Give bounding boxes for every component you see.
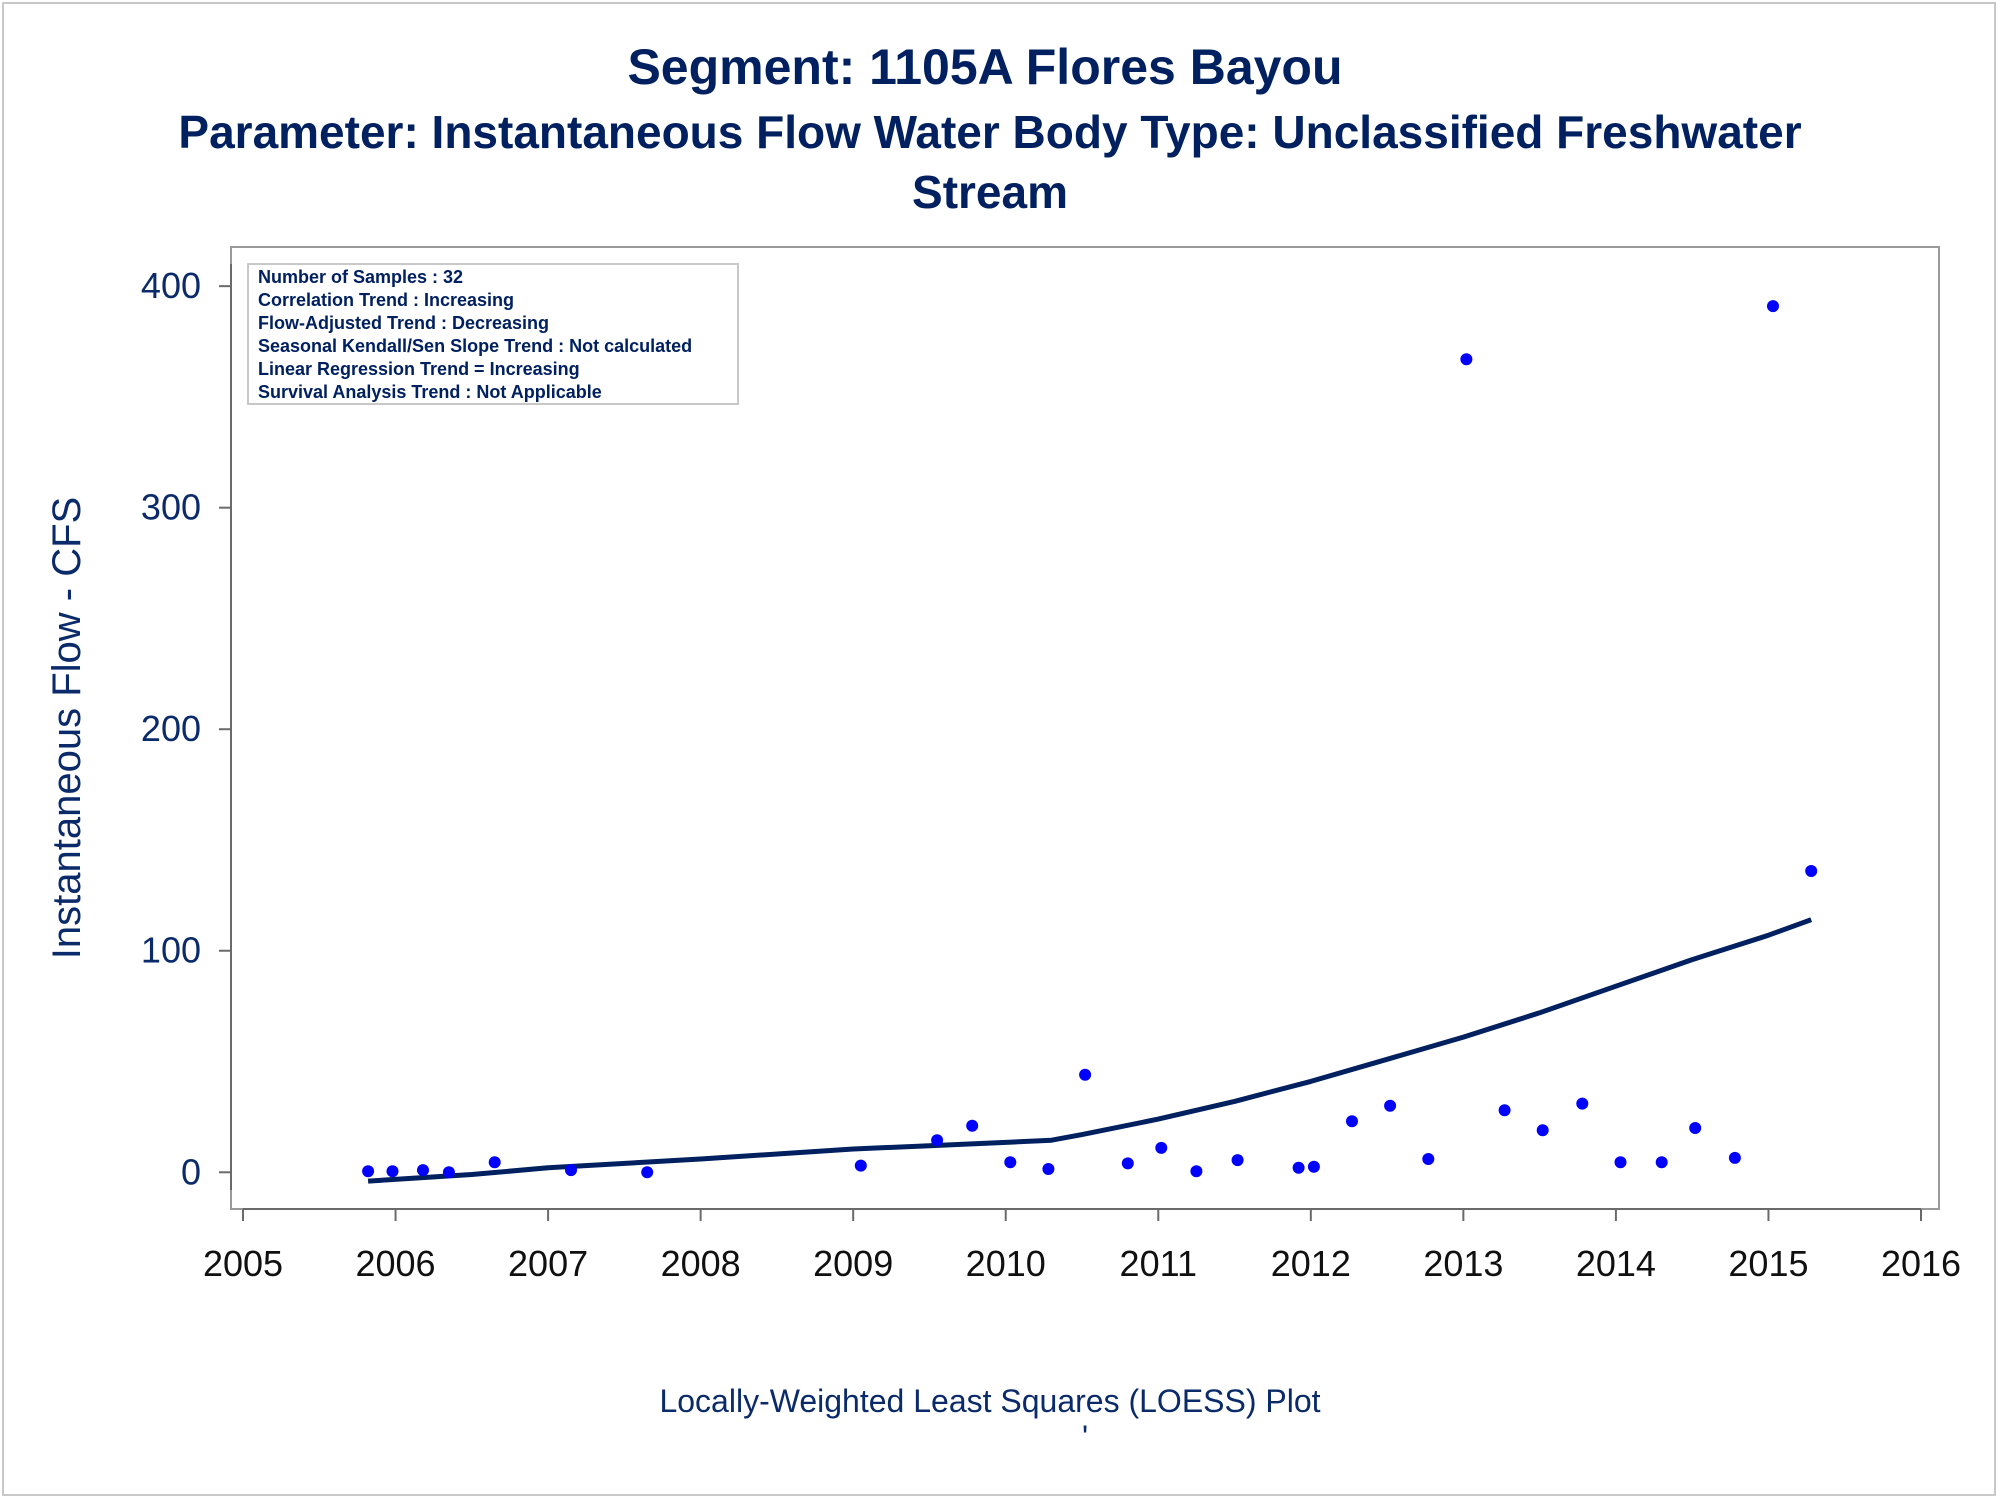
- data-point: [1292, 1161, 1305, 1174]
- x-tick-label: 2011: [1120, 1243, 1197, 1284]
- data-point: [1576, 1097, 1589, 1110]
- y-axis-label: Instantaneous Flow - CFS: [45, 497, 89, 959]
- data-point: [1042, 1163, 1055, 1175]
- chart-subtitle-line2: Stream: [912, 166, 1068, 218]
- chart-title: Segment: 1105A Flores Bayou: [627, 39, 1342, 95]
- data-point: [386, 1165, 399, 1178]
- data-point: [1079, 1068, 1092, 1081]
- x-tick-label: 2016: [1881, 1243, 1961, 1284]
- stats-line: Seasonal Kendall/Sen Slope Trend : Not c…: [258, 336, 692, 356]
- data-point: [417, 1164, 429, 1177]
- data-point: [1536, 1124, 1549, 1137]
- loess-curve: [367, 917, 1813, 1184]
- x-tick-label: 2013: [1423, 1243, 1503, 1284]
- data-point: [488, 1156, 501, 1169]
- data-point: [1805, 865, 1818, 877]
- stats-line: Correlation Trend : Increasing: [258, 290, 514, 310]
- x-tick-label: 2007: [508, 1243, 588, 1284]
- stats-line: Flow-Adjusted Trend : Decreasing: [258, 313, 549, 333]
- y-tick-label: 100: [141, 930, 201, 971]
- data-point: [854, 1159, 867, 1172]
- data-point: [362, 1165, 375, 1178]
- stats-box-border: [247, 263, 739, 405]
- data-point: [1384, 1099, 1397, 1112]
- x-tick-label: 2015: [1728, 1243, 1808, 1284]
- loess-curve-group: [367, 917, 1813, 1184]
- data-points-group: [362, 300, 1818, 1179]
- data-point: [1346, 1115, 1358, 1128]
- data-point: [1767, 300, 1779, 313]
- x-tick-label: 2009: [813, 1243, 893, 1284]
- y-tick-label: 300: [141, 487, 201, 528]
- y-tick-label: 400: [141, 265, 201, 306]
- data-point: [1655, 1156, 1668, 1169]
- x-tick-label: 2014: [1576, 1243, 1656, 1284]
- data-point: [1728, 1151, 1741, 1164]
- chart-subtitle-line1: Parameter: Instantaneous Flow Water Body…: [178, 106, 1801, 158]
- y-tick-label: 0: [181, 1151, 201, 1192]
- data-point: [1614, 1156, 1627, 1169]
- data-point: [641, 1166, 654, 1179]
- x-axis: 2005 2006 2007 2008 2009 2010 2011 2012 2013 2014…: [203, 1208, 1961, 1284]
- x-axis-label: Locally-Weighted Least Squares (LOESS) P…: [659, 1383, 1320, 1419]
- data-point: [1498, 1104, 1511, 1117]
- x-tick-label: 2006: [355, 1243, 435, 1284]
- x-tick-label: 2012: [1271, 1243, 1351, 1284]
- y-axis: 0 100 200 300 400: [141, 264, 232, 1192]
- data-point: [1231, 1154, 1244, 1167]
- data-point: [966, 1119, 979, 1132]
- x-tick-label: 2008: [661, 1243, 741, 1284]
- data-point: [1307, 1160, 1320, 1173]
- data-point: [931, 1134, 944, 1147]
- data-point: [1422, 1153, 1435, 1165]
- data-point: [565, 1164, 577, 1177]
- stats-box: Number of Samples : 32 Correlation Trend …: [247, 263, 739, 405]
- y-tick-label: 200: [141, 708, 201, 749]
- x-tick-label: 2010: [966, 1243, 1046, 1284]
- footnote-mark: ': [1082, 1419, 1088, 1455]
- data-point: [1190, 1165, 1203, 1178]
- data-point: [1460, 353, 1473, 366]
- data-point: [1121, 1157, 1134, 1170]
- data-point: [1689, 1122, 1702, 1134]
- data-point: [1004, 1156, 1017, 1169]
- stats-line: Survival Analysis Trend : Not Applicable: [258, 382, 602, 402]
- data-point: [1155, 1141, 1168, 1154]
- x-tick-label: 2005: [203, 1243, 283, 1284]
- data-point: [442, 1166, 455, 1179]
- stats-line: Linear Regression Trend = Increasing: [258, 359, 580, 379]
- stats-line: Number of Samples : 32: [258, 267, 463, 287]
